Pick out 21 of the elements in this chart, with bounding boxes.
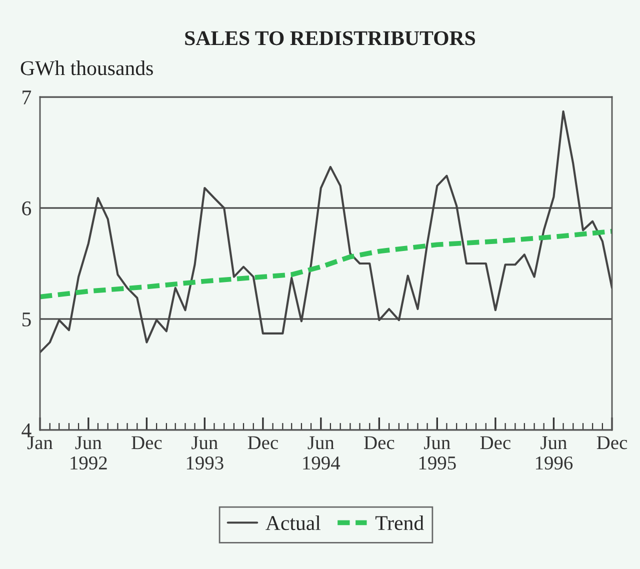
y-tick-label: 5	[22, 312, 31, 326]
x-tick-label: Dec	[248, 436, 278, 450]
x-tick-label: Dec	[132, 436, 162, 450]
y-tick-label: 6	[22, 201, 32, 216]
x-tick-label: Dec	[596, 436, 628, 450]
line-series	[40, 228, 612, 300]
x-tick-label: Dec	[480, 436, 510, 450]
x-tick-label: Jun 1996	[536, 436, 573, 470]
x-tick-label: Jun 1995	[419, 436, 456, 470]
x-tick-label: Jun 1993	[186, 436, 224, 470]
x-tick-label: Jun 1994	[303, 436, 340, 470]
x-tick-label: Jun 1992	[70, 436, 107, 470]
x-tick-label: Dec	[364, 436, 394, 450]
legend-label: Actual	[266, 515, 321, 530]
y-tick-label: 4	[22, 424, 32, 438]
chart-title: SALES TO REDISTRIBUTORS	[185, 31, 476, 46]
x-tick-label: Jan	[27, 436, 53, 450]
legend-label: Trend	[375, 515, 424, 530]
line-series	[40, 110, 612, 354]
y-tick-label: 7	[22, 90, 32, 104]
y-axis-title: GWh thousands	[20, 60, 153, 76]
